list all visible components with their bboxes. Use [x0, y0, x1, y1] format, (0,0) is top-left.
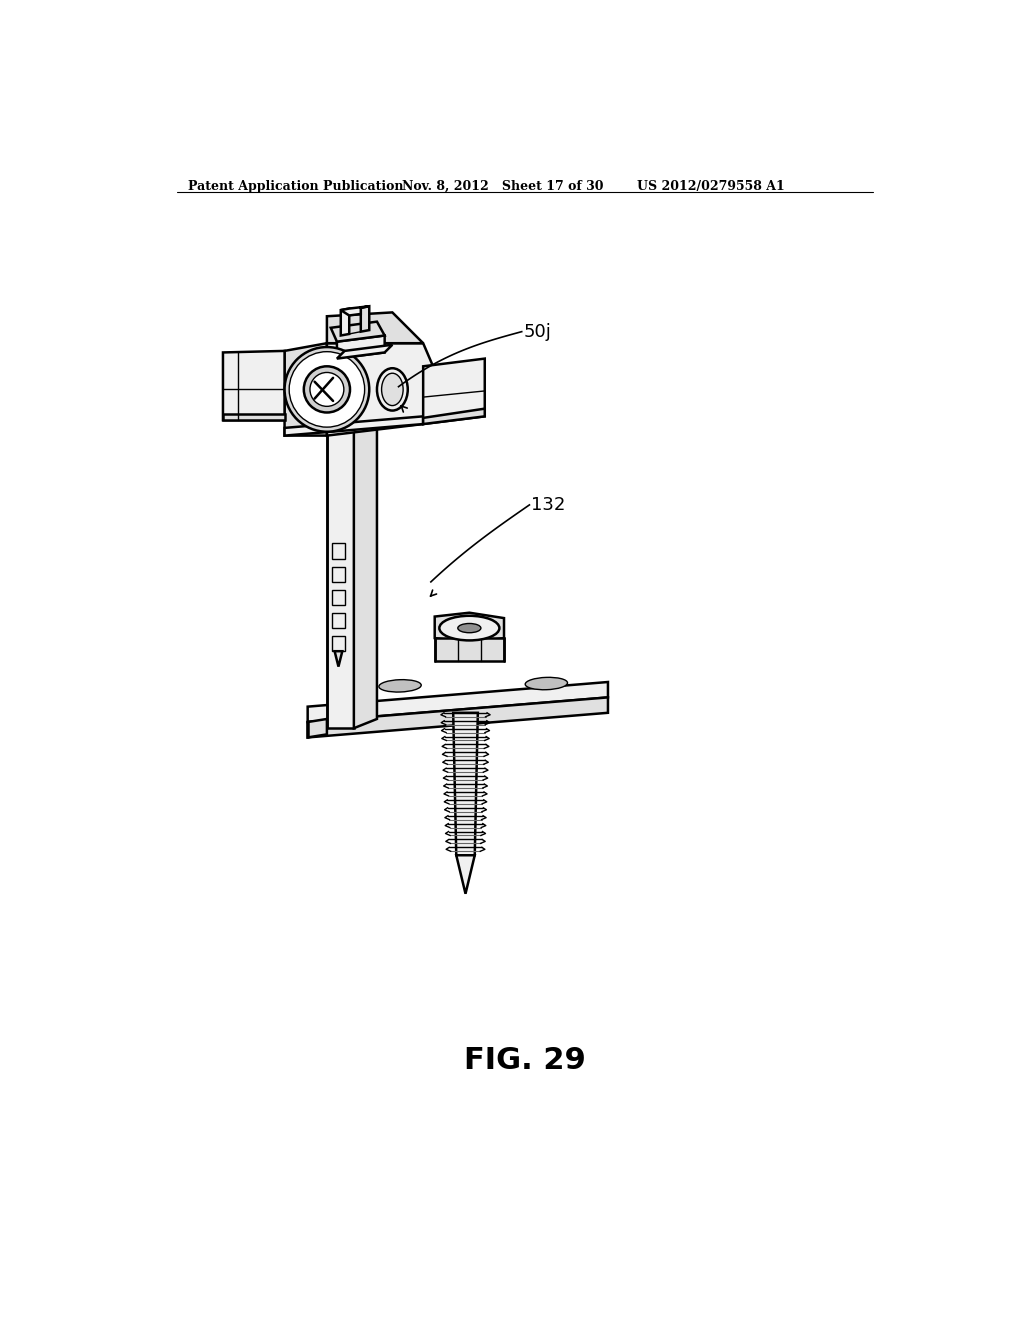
Polygon shape [333, 612, 345, 628]
Circle shape [285, 347, 370, 432]
Text: Patent Application Publication: Patent Application Publication [188, 180, 403, 193]
Polygon shape [333, 544, 345, 558]
Polygon shape [307, 697, 608, 738]
Text: 50j: 50j [523, 322, 551, 341]
Polygon shape [337, 335, 385, 359]
Polygon shape [341, 306, 370, 315]
Polygon shape [339, 327, 350, 359]
Ellipse shape [458, 623, 481, 632]
Polygon shape [423, 359, 484, 424]
Polygon shape [341, 309, 349, 335]
Polygon shape [285, 343, 327, 436]
Polygon shape [327, 367, 354, 729]
Polygon shape [457, 855, 475, 894]
Polygon shape [307, 682, 608, 722]
Polygon shape [358, 325, 370, 356]
Text: 132: 132 [531, 496, 565, 513]
Polygon shape [360, 306, 370, 331]
Text: Nov. 8, 2012   Sheet 17 of 30: Nov. 8, 2012 Sheet 17 of 30 [401, 180, 603, 193]
Polygon shape [337, 345, 392, 359]
Polygon shape [435, 638, 504, 661]
Polygon shape [454, 713, 478, 855]
Polygon shape [333, 636, 345, 651]
Polygon shape [285, 416, 423, 436]
Polygon shape [223, 414, 285, 420]
Polygon shape [327, 359, 377, 367]
Text: FIG. 29: FIG. 29 [464, 1047, 586, 1076]
Ellipse shape [382, 374, 403, 405]
Polygon shape [423, 409, 484, 424]
Circle shape [304, 367, 350, 413]
Ellipse shape [377, 368, 408, 411]
Polygon shape [223, 351, 285, 420]
Polygon shape [327, 313, 423, 343]
Text: US 2012/0279558 A1: US 2012/0279558 A1 [637, 180, 785, 193]
Circle shape [289, 351, 365, 428]
Polygon shape [327, 343, 446, 436]
Polygon shape [307, 719, 327, 738]
Polygon shape [333, 590, 345, 605]
Polygon shape [435, 612, 504, 643]
Polygon shape [331, 322, 385, 342]
Polygon shape [354, 359, 377, 729]
Ellipse shape [439, 615, 500, 640]
Circle shape [310, 372, 344, 407]
Ellipse shape [525, 677, 567, 690]
Polygon shape [333, 566, 345, 582]
Polygon shape [335, 651, 342, 667]
Ellipse shape [379, 680, 421, 692]
